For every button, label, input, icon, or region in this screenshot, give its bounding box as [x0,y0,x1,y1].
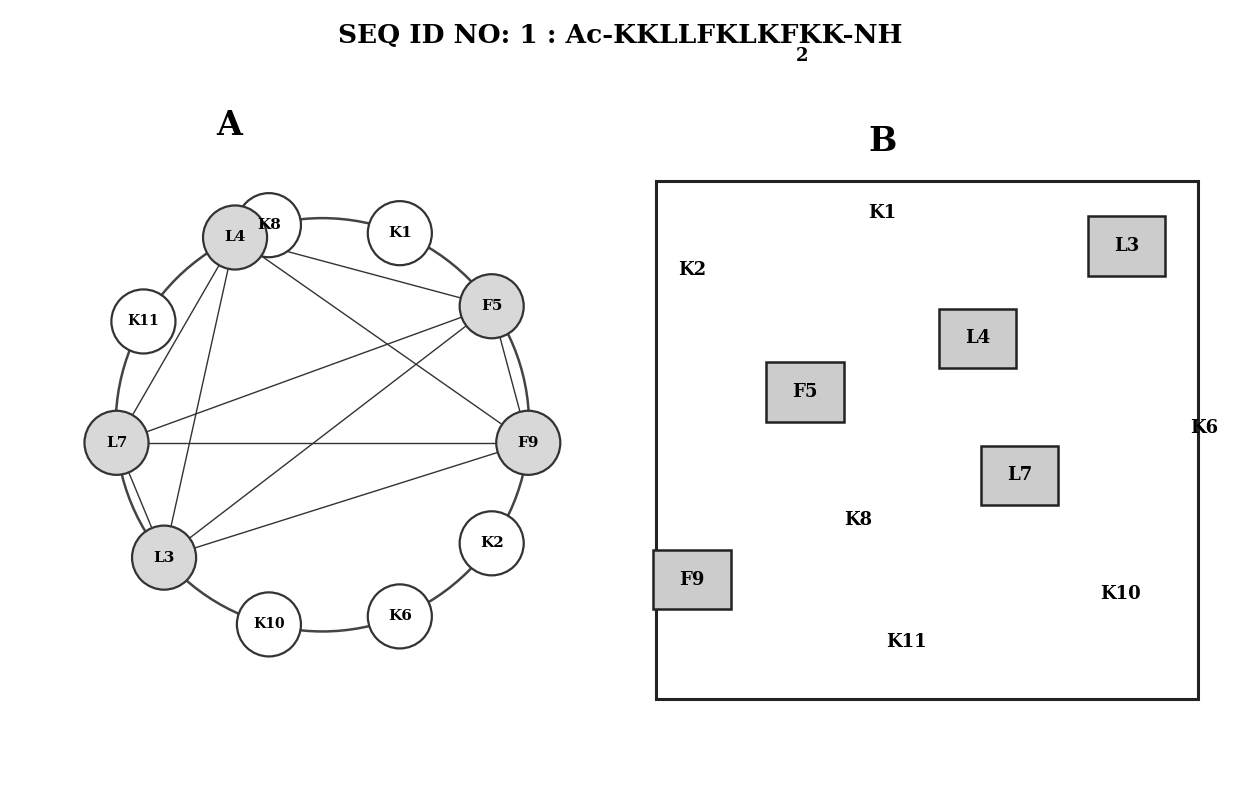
Circle shape [368,584,432,649]
Circle shape [237,193,301,257]
Circle shape [203,206,267,269]
Bar [653,549,730,609]
Text: L4: L4 [965,330,991,348]
Text: L3: L3 [154,550,175,565]
Text: K8: K8 [257,218,280,232]
Text: 2: 2 [796,47,808,64]
Text: K10: K10 [1100,585,1141,603]
Text: F5: F5 [792,383,817,401]
Text: K8: K8 [844,511,873,529]
Circle shape [460,511,523,576]
Circle shape [112,290,175,353]
Text: F9: F9 [680,571,704,588]
Text: K11: K11 [885,633,926,651]
Circle shape [237,592,301,657]
Text: F5: F5 [481,299,502,314]
Text: K2: K2 [678,261,706,279]
Text: K11: K11 [128,314,159,329]
Text: K2: K2 [480,536,503,550]
Text: L4: L4 [224,230,246,245]
Text: K10: K10 [253,618,285,631]
Text: K1: K1 [388,226,412,240]
Text: K6: K6 [1189,418,1218,437]
Text: F9: F9 [517,436,539,450]
Text: B: B [868,125,897,158]
Bar [1087,217,1166,276]
Circle shape [460,274,523,338]
Text: K1: K1 [868,205,897,222]
Bar [766,362,843,422]
Bar [656,181,1198,699]
Bar [939,309,1017,368]
Text: A: A [217,110,242,142]
Bar [981,445,1058,505]
Circle shape [131,526,196,590]
Circle shape [496,410,560,475]
Text: L7: L7 [1007,466,1032,484]
Circle shape [84,410,149,475]
Circle shape [368,201,432,265]
Text: K6: K6 [388,610,412,623]
Text: L7: L7 [105,436,128,450]
Text: SEQ ID NO: 1 : Ac-KKLLFKLKFKK-NH: SEQ ID NO: 1 : Ac-KKLLFKLKFKK-NH [337,23,903,48]
Text: L3: L3 [1114,237,1140,255]
